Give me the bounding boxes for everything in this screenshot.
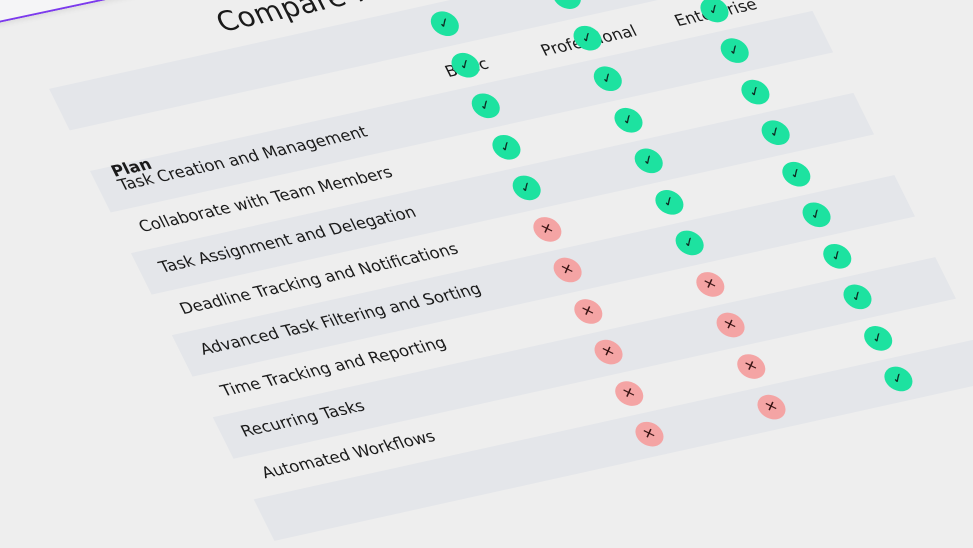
check-circle-icon: ✓ — [670, 228, 709, 258]
check-circle-icon: ✓ — [797, 199, 836, 230]
check-circle-icon: ✓ — [487, 132, 525, 162]
check-circle-icon: ✓ — [736, 76, 774, 107]
x-circle-icon: ✕ — [569, 296, 607, 326]
check-circle-icon: ✓ — [446, 49, 484, 80]
x-circle-icon: ✕ — [752, 392, 791, 422]
check-circle-icon: ✓ — [426, 8, 464, 39]
check-circle-icon: ✓ — [838, 282, 877, 312]
check-circle-icon: ✓ — [589, 63, 627, 94]
x-circle-icon: ✕ — [528, 214, 566, 244]
check-circle-icon: ✓ — [818, 241, 856, 271]
check-circle-icon: ✓ — [716, 35, 754, 66]
x-circle-icon: ✕ — [691, 269, 729, 299]
feature-table: ✓✓✓✓✓✓Task Creation and Management✓✓✓Col… — [49, 0, 973, 541]
x-circle-icon: ✕ — [589, 337, 628, 367]
check-circle-icon: ✓ — [508, 173, 546, 203]
check-circle-icon: ✓ — [859, 323, 897, 353]
x-circle-icon: ✕ — [610, 378, 648, 408]
check-circle-icon: ✓ — [777, 158, 815, 189]
x-circle-icon: ✕ — [630, 419, 669, 449]
check-circle-icon: ✓ — [630, 146, 668, 176]
check-circle-icon: ✓ — [609, 104, 647, 135]
check-circle-icon: ✓ — [467, 90, 505, 121]
x-circle-icon: ✕ — [548, 255, 587, 285]
x-circle-icon: ✕ — [711, 310, 750, 340]
check-circle-icon: ✓ — [650, 187, 688, 217]
check-circle-icon: ✓ — [548, 0, 586, 12]
x-circle-icon: ✕ — [732, 351, 770, 381]
check-circle-icon: ✓ — [879, 364, 918, 394]
check-circle-icon: ✓ — [695, 0, 733, 25]
check-circle-icon: ✓ — [756, 117, 795, 148]
check-circle-icon: ✓ — [568, 22, 606, 53]
